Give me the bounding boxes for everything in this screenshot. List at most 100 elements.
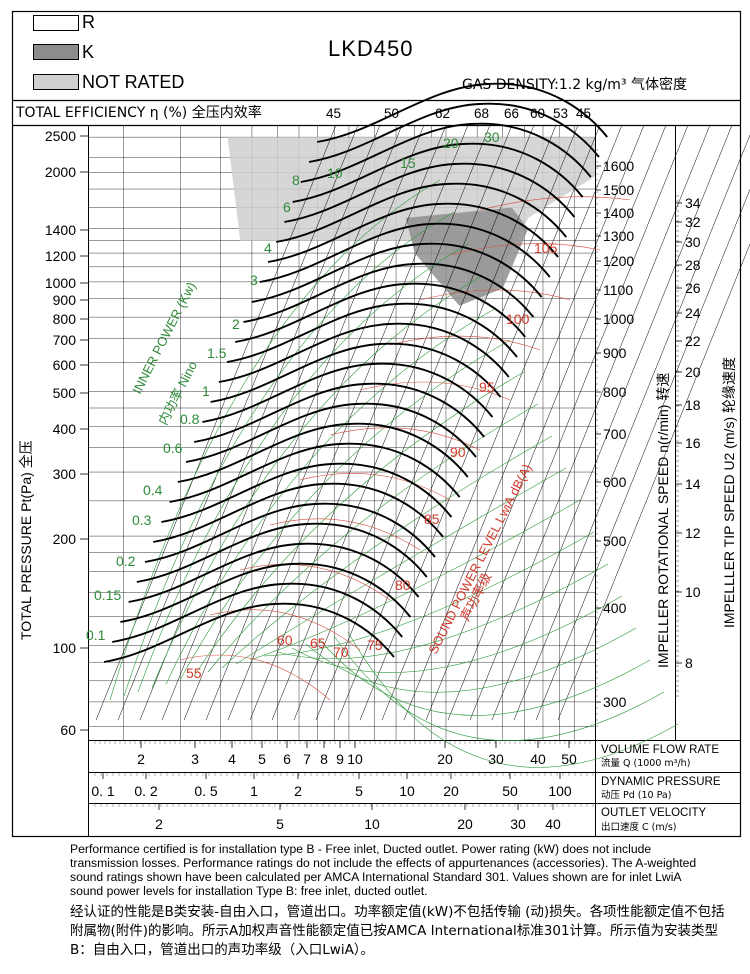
sound-label: 105	[534, 240, 558, 256]
speed-curve	[185, 402, 477, 463]
chart-title: LKD450	[328, 36, 414, 61]
tip-tick-label: 12	[685, 525, 701, 541]
flow-tick-label: 20	[437, 751, 453, 767]
tip-tick-label: 26	[685, 280, 701, 296]
flow-tick-label: 6	[283, 751, 291, 767]
pressure-tick-label: 60	[60, 722, 76, 738]
speed-curve	[284, 162, 576, 223]
efficiency-value: 53	[553, 106, 568, 121]
power-curve	[123, 211, 455, 697]
speed-curve	[317, 82, 608, 143]
tip-tick-label: 14	[685, 476, 701, 492]
tip-tick-label: 24	[685, 305, 701, 321]
vel-tick-label: 30	[510, 816, 526, 832]
speed-curve	[202, 362, 494, 423]
sound-curve	[269, 518, 421, 551]
system-line	[95, 124, 337, 721]
system-line	[447, 124, 689, 721]
power-curve	[347, 631, 679, 768]
tip-axis-title: IMPELLLER TIP SPEED U2 (m/s) 轮缘速度	[721, 357, 737, 628]
power-label: 10	[327, 165, 343, 181]
sound-label: 55	[186, 665, 202, 681]
dyn-axis-label-cn: 动压 Pd (10 Pa)	[601, 790, 672, 801]
dyn-tick-label: 100	[548, 783, 572, 799]
speed-tick-label: 600	[603, 474, 627, 490]
sound-label: 70	[333, 644, 349, 660]
speed-tick-label: 1300	[603, 228, 634, 244]
power-curve	[151, 275, 483, 689]
vel-tick-label: 5	[276, 816, 284, 832]
vel-axis-label: OUTLET VELOCITY	[601, 807, 707, 819]
sound-label: 90	[450, 444, 466, 460]
flow-tick-label: 7	[303, 751, 311, 767]
speed-curve	[194, 382, 485, 443]
vel-tick-label: 40	[545, 816, 561, 832]
power-label: 1.5	[207, 345, 227, 361]
speed-curve	[161, 462, 453, 523]
speed-tick-label: 400	[603, 600, 627, 616]
dyn-tick-label: 50	[502, 783, 518, 799]
power-curve	[193, 371, 525, 677]
sound-curve	[449, 243, 601, 256]
power-label: 8	[292, 172, 300, 188]
speed-tick-label: 900	[603, 345, 627, 361]
dyn-tick-label: 0. 5	[194, 783, 218, 799]
system-line	[425, 124, 667, 721]
speed-tick-label: 300	[603, 694, 627, 710]
dyn-axis-label: DYNAMIC PRESSURE	[601, 776, 721, 788]
flow-tick-label: 4	[228, 751, 236, 767]
efficiency-value: 60	[530, 106, 545, 121]
dyn-tick-label: 1	[250, 783, 258, 799]
speed-curve	[235, 282, 526, 343]
legend-label-not-rated: NOT RATED	[82, 72, 185, 92]
speed-tick-label: 500	[603, 533, 627, 549]
sound-axis-title: SOUND POWER LEVEL LwiA dB(A)	[425, 461, 534, 656]
pressure-axis-title: TOTAL PRESSURE Pt(Pa) 全压	[18, 440, 34, 640]
pressure-tick-label: 500	[53, 385, 77, 401]
system-line	[513, 134, 750, 721]
power-label: 0.2	[116, 553, 136, 569]
sound-label: 95	[479, 379, 495, 395]
tip-tick-label: 34	[685, 195, 701, 211]
speed-tick-label: 1200	[603, 253, 634, 269]
dyn-tick-label: 0. 1	[91, 783, 115, 799]
dyn-tick-label: 5	[355, 783, 363, 799]
pressure-tick-label: 200	[53, 531, 77, 547]
tip-tick-label: 22	[685, 333, 701, 349]
speed-tick-label: 1500	[603, 182, 634, 198]
power-label: 0.3	[132, 512, 152, 528]
system-line	[205, 124, 447, 721]
sound-curve	[479, 196, 631, 211]
sound-curve	[419, 289, 571, 301]
power-curve	[165, 307, 497, 685]
pressure-tick-label: 600	[53, 357, 77, 373]
system-line	[359, 124, 601, 721]
power-label: 6	[283, 199, 291, 215]
system-line	[139, 124, 381, 721]
sound-curve	[209, 609, 361, 651]
tip-tick-label: 32	[685, 214, 701, 230]
pressure-tick-label: 1200	[45, 248, 76, 264]
power-label: 0.4	[143, 482, 163, 498]
flow-tick-label: 2	[137, 751, 145, 767]
dyn-tick-label: 0. 2	[134, 783, 158, 799]
speed-curve	[136, 522, 428, 583]
efficiency-value: 66	[504, 106, 519, 121]
dyn-tick-label: 20	[443, 783, 459, 799]
power-curve	[221, 435, 553, 669]
k-region	[405, 207, 529, 306]
pressure-tick-label: 100	[53, 640, 77, 656]
vel-axis-label-cn: 出口速度 C (m/s)	[601, 822, 677, 833]
pressure-tick-label: 2500	[45, 128, 76, 144]
flow-tick-label: 30	[488, 751, 504, 767]
sound-label: 60	[277, 632, 293, 648]
speed-tick-label: 1000	[603, 311, 634, 327]
system-line	[403, 124, 645, 721]
speed-curve	[112, 582, 403, 643]
power-label: 0.15	[94, 587, 121, 603]
efficiency-value: 68	[474, 106, 489, 121]
speed-curve	[144, 502, 436, 563]
speed-curve	[218, 322, 510, 383]
